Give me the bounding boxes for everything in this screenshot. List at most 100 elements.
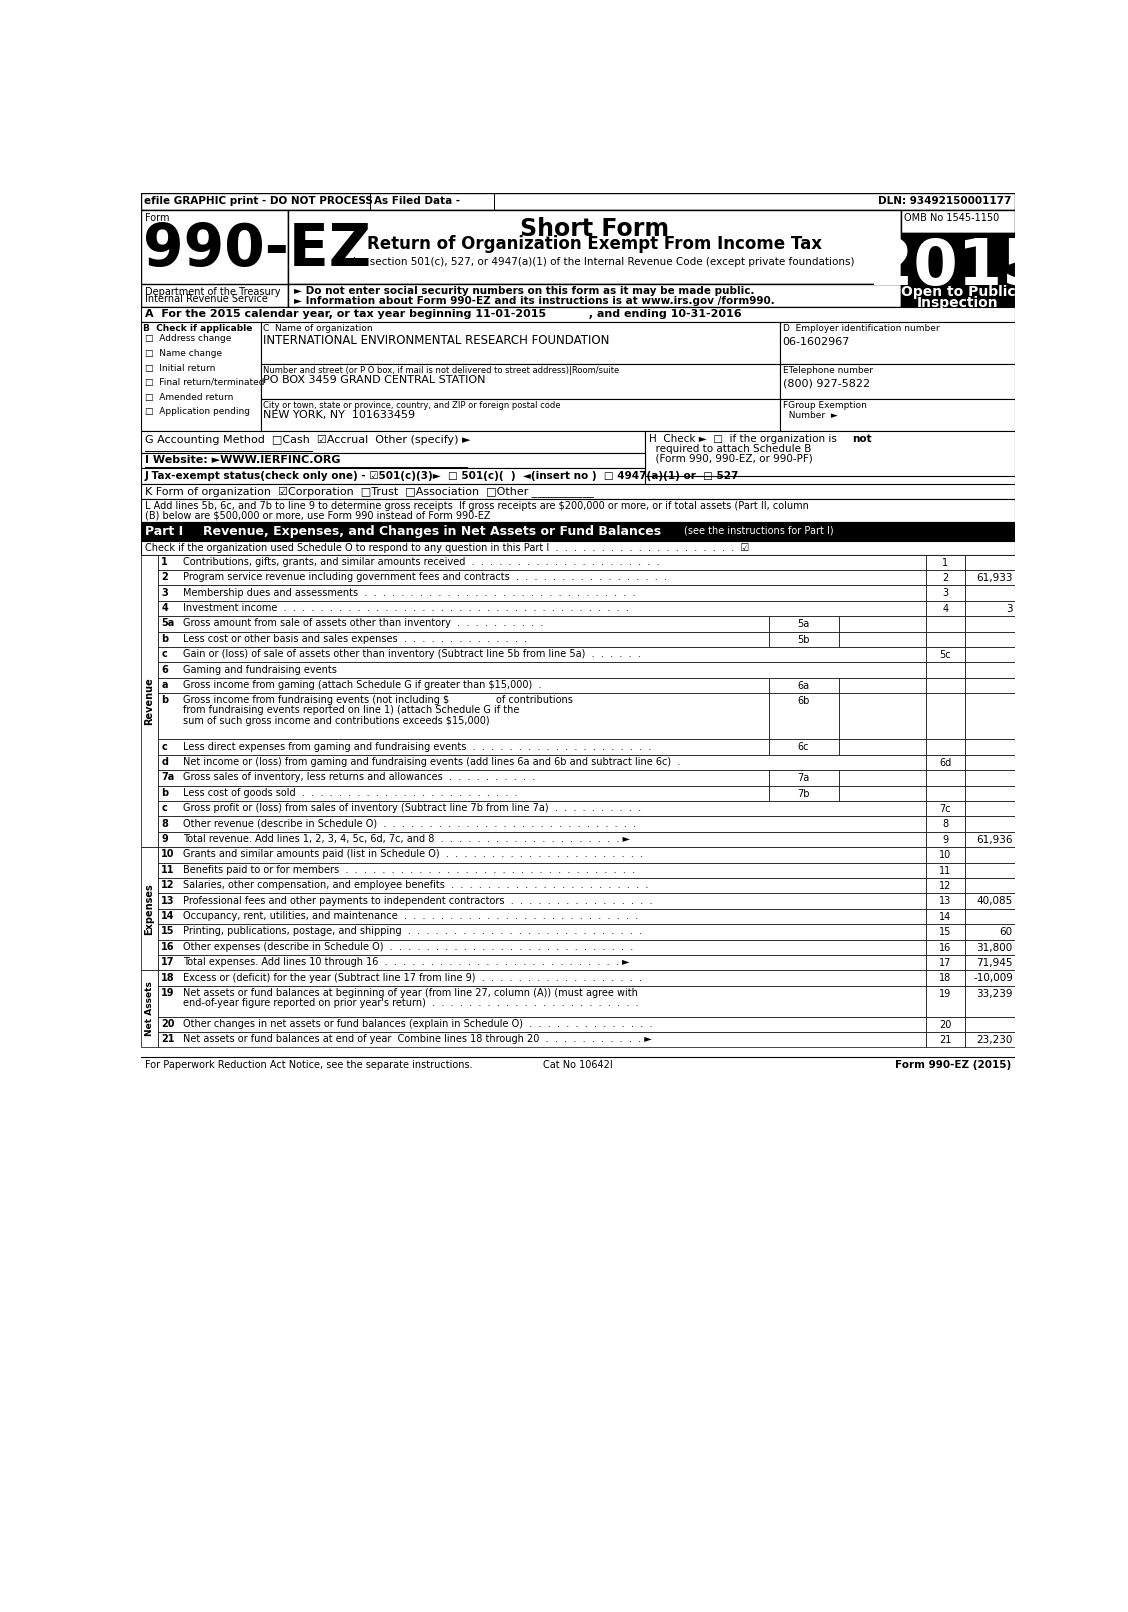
Bar bbox=[926, 1017, 964, 1032]
Text: Number  ►: Number ► bbox=[783, 411, 837, 421]
Bar bbox=[964, 862, 1015, 879]
Bar bbox=[964, 663, 1015, 677]
Bar bbox=[926, 677, 964, 693]
Text: 15: 15 bbox=[940, 927, 952, 937]
Text: Number and street (or P O box, if mail is not delivered to street address)|Room/: Number and street (or P O box, if mail i… bbox=[264, 366, 619, 376]
Bar bbox=[141, 555, 158, 848]
Text: 21: 21 bbox=[161, 1035, 175, 1045]
Bar bbox=[964, 801, 1015, 816]
Bar bbox=[964, 816, 1015, 832]
Bar bbox=[964, 1032, 1015, 1048]
Bar bbox=[926, 987, 964, 1017]
Text: 3: 3 bbox=[1006, 604, 1013, 614]
Bar bbox=[838, 632, 926, 646]
Bar bbox=[158, 924, 926, 940]
Text: 19: 19 bbox=[161, 988, 175, 998]
Text: Gross amount from sale of assets other than inventory  .  .  .  .  .  .  .  .  .: Gross amount from sale of assets other t… bbox=[183, 619, 544, 629]
Text: 16: 16 bbox=[161, 941, 175, 951]
Bar bbox=[289, 284, 900, 306]
Text: Other expenses (describe in Schedule O)  .  .  .  .  .  .  .  .  .  .  .  .  .  : Other expenses (describe in Schedule O) … bbox=[183, 941, 633, 951]
Bar bbox=[781, 364, 1015, 400]
Text: Excess or (deficit) for the year (Subtract line 17 from line 9)  .  .  .  .  .  : Excess or (deficit) for the year (Subtra… bbox=[183, 972, 642, 983]
Text: I Website: ►WWW.IERFINC.ORG: I Website: ►WWW.IERFINC.ORG bbox=[144, 455, 341, 466]
Bar bbox=[964, 832, 1015, 848]
Bar bbox=[926, 1032, 964, 1048]
Text: 1: 1 bbox=[161, 556, 168, 567]
Bar bbox=[964, 632, 1015, 646]
Bar bbox=[926, 693, 964, 740]
Bar bbox=[926, 571, 964, 585]
Bar bbox=[900, 234, 1015, 284]
Bar bbox=[158, 954, 926, 970]
Bar bbox=[781, 400, 1015, 432]
Bar bbox=[141, 211, 289, 306]
Text: not: not bbox=[853, 434, 872, 443]
Text: Gaming and fundraising events: Gaming and fundraising events bbox=[183, 664, 337, 675]
Bar bbox=[926, 646, 964, 663]
Text: DLN: 93492150001177: DLN: 93492150001177 bbox=[878, 195, 1012, 206]
Text: 12: 12 bbox=[940, 882, 952, 891]
Text: Investment income  .  .  .  .  .  .  .  .  .  .  .  .  .  .  .  .  .  .  .  .  .: Investment income . . . . . . . . . . . … bbox=[183, 603, 628, 613]
Bar bbox=[926, 785, 964, 801]
Text: For Paperwork Reduction Act Notice, see the separate instructions.: For Paperwork Reduction Act Notice, see … bbox=[144, 1059, 473, 1070]
Bar bbox=[964, 740, 1015, 754]
Bar bbox=[769, 785, 838, 801]
Bar bbox=[926, 924, 964, 940]
Bar bbox=[645, 432, 1015, 476]
Bar bbox=[926, 601, 964, 616]
Text: 11: 11 bbox=[940, 866, 952, 875]
Text: Membership dues and assessments  .  .  .  .  .  .  .  .  .  .  .  .  .  .  .  . : Membership dues and assessments . . . . … bbox=[183, 588, 635, 598]
Text: □  Final return/terminated: □ Final return/terminated bbox=[144, 379, 264, 387]
Bar bbox=[158, 616, 769, 632]
Text: 06-1602967: 06-1602967 bbox=[783, 337, 851, 348]
Bar bbox=[769, 771, 838, 785]
Bar bbox=[964, 693, 1015, 740]
Text: end-of-year figure reported on prior year's return)  .  .  .  .  .  .  .  .  .  : end-of-year figure reported on prior yea… bbox=[183, 998, 638, 1008]
Text: 3: 3 bbox=[942, 588, 949, 598]
Bar bbox=[926, 970, 964, 987]
Text: 4: 4 bbox=[942, 604, 949, 614]
Text: 6a: 6a bbox=[797, 680, 810, 692]
Bar bbox=[838, 677, 926, 693]
Text: from fundraising events reported on line 1) (attach Schedule G if the: from fundraising events reported on line… bbox=[183, 706, 519, 716]
Text: D  Employer identification number: D Employer identification number bbox=[783, 324, 940, 332]
Bar bbox=[926, 848, 964, 862]
Bar bbox=[964, 1017, 1015, 1032]
Bar bbox=[158, 832, 926, 848]
Bar bbox=[964, 601, 1015, 616]
Text: J Tax-exempt status(check only one) - ☑501(c)(3)►  □ 501(c)(  )  ◄(insert no )  : J Tax-exempt status(check only one) - ☑5… bbox=[144, 471, 739, 480]
Bar bbox=[158, 940, 926, 954]
Text: Net assets or fund balances at beginning of year (from line 27, column (A)) (mus: Net assets or fund balances at beginning… bbox=[183, 988, 637, 998]
Text: Net income or (loss) from gaming and fundraising events (add lines 6a and 6b and: Net income or (loss) from gaming and fun… bbox=[183, 758, 680, 767]
Text: 60: 60 bbox=[999, 927, 1013, 937]
Text: □  Name change: □ Name change bbox=[144, 348, 222, 358]
Text: 8: 8 bbox=[161, 819, 168, 829]
Bar bbox=[158, 1017, 926, 1032]
Bar bbox=[158, 1032, 926, 1048]
Bar bbox=[158, 862, 926, 879]
Bar bbox=[926, 771, 964, 785]
Text: 9: 9 bbox=[161, 833, 168, 845]
Text: Part I: Part I bbox=[144, 526, 183, 538]
Bar bbox=[964, 970, 1015, 987]
Text: (Form 990, 990-EZ, or 990-PF): (Form 990, 990-EZ, or 990-PF) bbox=[649, 453, 812, 464]
Text: Inspection: Inspection bbox=[917, 297, 998, 310]
Text: As Filed Data -: As Filed Data - bbox=[373, 195, 459, 206]
Text: 61,933: 61,933 bbox=[977, 572, 1013, 584]
Bar bbox=[964, 754, 1015, 771]
Text: B  Check if applicable: B Check if applicable bbox=[143, 324, 253, 332]
Text: efile GRAPHIC print - DO NOT PROCESS: efile GRAPHIC print - DO NOT PROCESS bbox=[144, 195, 373, 206]
Text: H  Check ►  □  if the organization is: H Check ► □ if the organization is bbox=[649, 434, 839, 443]
Bar bbox=[158, 571, 926, 585]
Text: INTERNATIONAL ENVIRONMENTAL RESEARCH FOUNDATION: INTERNATIONAL ENVIRONMENTAL RESEARCH FOU… bbox=[264, 334, 610, 347]
Bar bbox=[926, 879, 964, 893]
Text: 10: 10 bbox=[161, 850, 175, 859]
Text: 61,936: 61,936 bbox=[977, 835, 1013, 845]
Text: Salaries, other compensation, and employee benefits  .  .  .  .  .  .  .  .  .  : Salaries, other compensation, and employ… bbox=[183, 880, 649, 890]
Text: Gross sales of inventory, less returns and allowances  .  .  .  .  .  .  .  .  .: Gross sales of inventory, less returns a… bbox=[183, 772, 535, 782]
Text: 6b: 6b bbox=[797, 696, 810, 706]
Text: Department of the Treasury: Department of the Treasury bbox=[144, 287, 281, 297]
Text: Program service revenue including government fees and contracts  .  .  .  .  .  : Program service revenue including govern… bbox=[183, 572, 667, 582]
Text: □  Initial return: □ Initial return bbox=[144, 364, 215, 372]
Text: 13: 13 bbox=[161, 896, 175, 906]
